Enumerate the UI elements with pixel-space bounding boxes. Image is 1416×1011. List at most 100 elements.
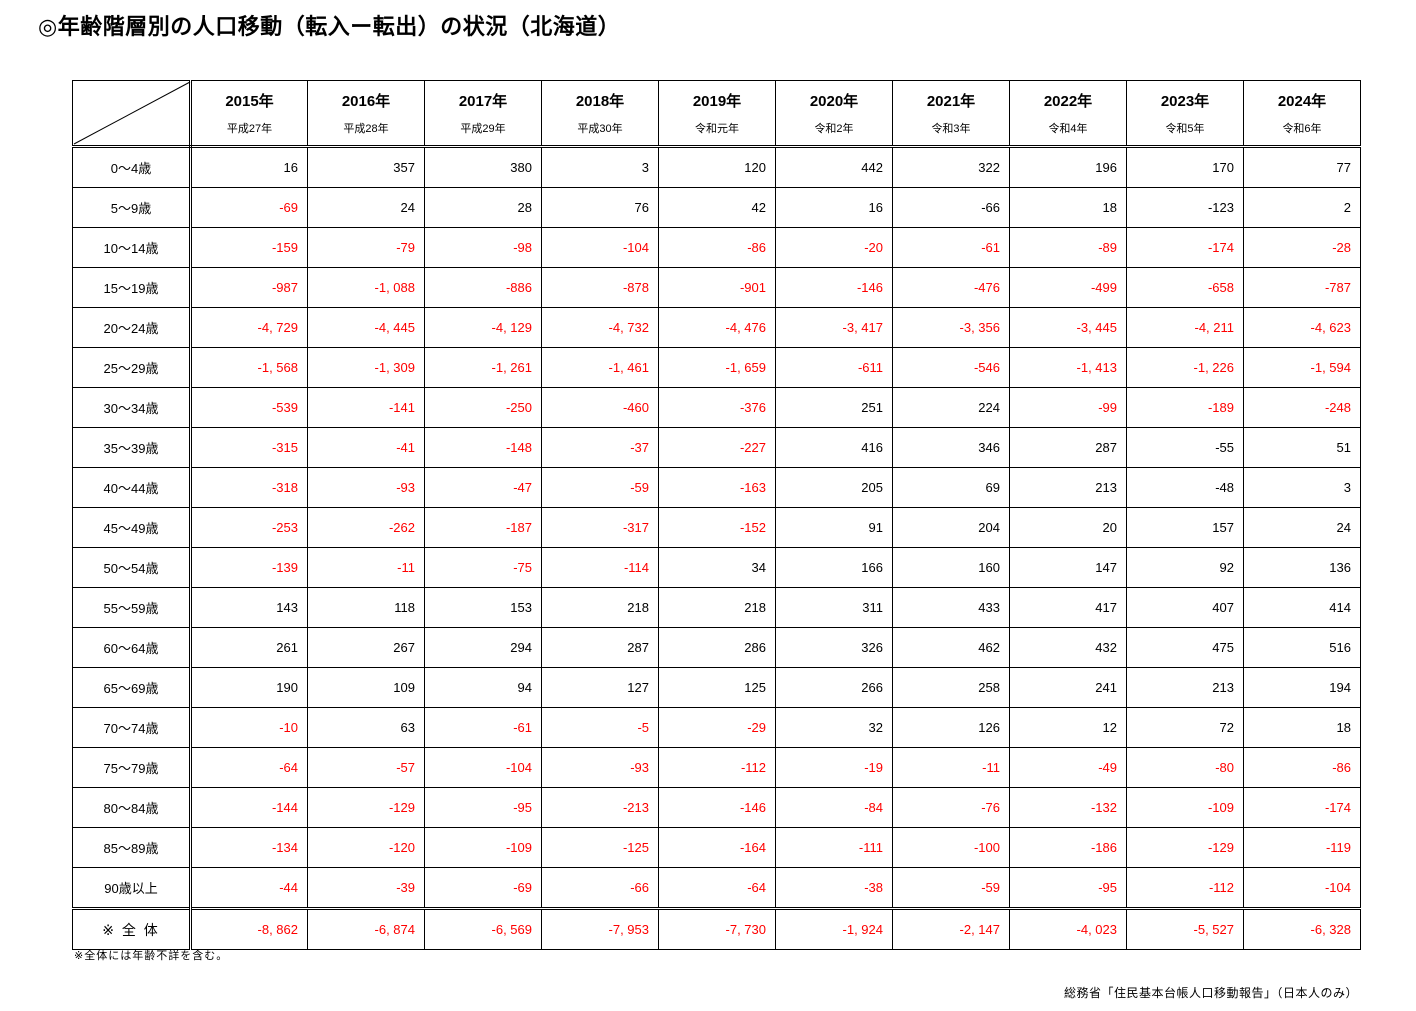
value-cell: -213 [541, 787, 659, 828]
value-cell: -38 [775, 867, 893, 909]
value-cell: 24 [307, 187, 425, 228]
value-cell: -1, 309 [307, 347, 425, 388]
value-cell: -93 [307, 467, 425, 508]
value-cell: -227 [658, 427, 776, 468]
value-cell: -376 [658, 387, 776, 428]
value-cell: 126 [892, 707, 1010, 748]
value-cell: -253 [190, 507, 308, 548]
value-cell: -98 [424, 227, 542, 268]
era-label: 令和3年 [931, 123, 971, 135]
value-cell: 20 [1009, 507, 1127, 548]
value-cell: 462 [892, 627, 1010, 668]
value-cell: 34 [658, 547, 776, 588]
value-cell: 213 [1009, 467, 1127, 508]
value-cell: -76 [892, 787, 1010, 828]
table-row: 90歳以上 -44 -39 -69 -66 -64 -38 -59 -95 -112 -104 [72, 867, 1361, 909]
value-cell: 136 [1243, 547, 1361, 588]
table-row: 70～74歳 -10 63 -61 -5 -29 32 126 12 72 18 [72, 707, 1361, 748]
value-cell: 266 [775, 667, 893, 708]
value-cell: -61 [892, 227, 1010, 268]
value-cell: -7, 953 [541, 907, 659, 950]
value-cell: 94 [424, 667, 542, 708]
value-cell: -186 [1009, 827, 1127, 868]
value-cell: -8, 862 [190, 907, 308, 950]
value-cell: -55 [1126, 427, 1244, 468]
value-cell: 127 [541, 667, 659, 708]
value-cell: -93 [541, 747, 659, 788]
value-cell: -95 [424, 787, 542, 828]
year-header: 2016年 平成28年 [307, 80, 425, 148]
value-cell: 326 [775, 627, 893, 668]
value-cell: 261 [190, 627, 308, 668]
year-header: 2023年 令和5年 [1126, 80, 1244, 148]
table-row: 65～69歳 190 109 94 127 125 266 258 241 213 194 [72, 667, 1361, 708]
value-cell: -11 [307, 547, 425, 588]
value-cell: -6, 874 [307, 907, 425, 950]
value-cell: 125 [658, 667, 776, 708]
value-cell: -28 [1243, 227, 1361, 268]
table-row: 15～19歳 -987 -1, 088 -886 -878 -901 -146 -476 -49… [72, 267, 1361, 308]
table-row: 25～29歳 -1, 568 -1, 309 -1, 261 -1, 461 -1, 65… [72, 347, 1361, 388]
value-cell: 76 [541, 187, 659, 228]
value-cell: -4, 732 [541, 307, 659, 348]
value-cell: -146 [775, 267, 893, 308]
value-cell: -99 [1009, 387, 1127, 428]
table-header-row: 2015年 平成27年 2016年 平成28年 2017年 平成29年 2018年 平成30年… [72, 80, 1361, 148]
value-cell: -878 [541, 267, 659, 308]
value-cell: -3, 417 [775, 307, 893, 348]
era-label: 令和2年 [814, 123, 854, 135]
value-cell: -100 [892, 827, 1010, 868]
value-cell: -3, 445 [1009, 307, 1127, 348]
value-cell: 294 [424, 627, 542, 668]
year-header: 2015年 平成27年 [190, 80, 308, 148]
value-cell: -315 [190, 427, 308, 468]
value-cell: -987 [190, 267, 308, 308]
value-cell: 196 [1009, 146, 1127, 188]
age-group-label: 0～4歳 [72, 146, 192, 188]
value-cell: -174 [1243, 787, 1361, 828]
value-cell: -1, 568 [190, 347, 308, 388]
value-cell: 160 [892, 547, 1010, 588]
table-row: 50～54歳 -139 -11 -75 -114 34 166 160 147 92 136 [72, 547, 1361, 588]
age-group-label: 40～44歳 [72, 467, 192, 508]
year-label: 2023年 [1160, 93, 1210, 110]
value-cell: -86 [1243, 747, 1361, 788]
source-attribution: 総務省「住民基本台帳人口移動報告」（日本人のみ） [1064, 986, 1359, 1000]
value-cell: -10 [190, 707, 308, 748]
value-cell: -19 [775, 747, 893, 788]
table-row: 85～89歳 -134 -120 -109 -125 -164 -111 -100 -186 -1… [72, 827, 1361, 868]
value-cell: -4, 023 [1009, 907, 1127, 950]
value-cell: 166 [775, 547, 893, 588]
value-cell: 77 [1243, 146, 1361, 188]
year-header: 2024年 令和6年 [1243, 80, 1361, 148]
table-row: 80～84歳 -144 -129 -95 -213 -146 -84 -76 -132 -109-… [72, 787, 1361, 828]
value-cell: -499 [1009, 267, 1127, 308]
diagonal-line [73, 81, 191, 145]
value-cell: -37 [541, 427, 659, 468]
value-cell: 190 [190, 667, 308, 708]
population-migration-table: 2015年 平成27年 2016年 平成28年 2017年 平成29年 2018年 平成30年… [72, 80, 1361, 950]
value-cell: 16 [190, 146, 308, 188]
year-label: 2022年 [1043, 93, 1093, 110]
table-row: 45～49歳 -253 -262 -187 -317 -152 91 204 20 157 24 [72, 507, 1361, 548]
value-cell: 346 [892, 427, 1010, 468]
value-cell: 147 [1009, 547, 1127, 588]
value-cell: -1, 461 [541, 347, 659, 388]
value-cell: 153 [424, 587, 542, 628]
age-group-label: 35～39歳 [72, 427, 192, 468]
value-cell: 407 [1126, 587, 1244, 628]
age-group-label: 15～19歳 [72, 267, 192, 308]
value-cell: -66 [541, 867, 659, 909]
value-cell: -1, 413 [1009, 347, 1127, 388]
value-cell: -658 [1126, 267, 1244, 308]
value-cell: 251 [775, 387, 893, 428]
table-footnote: ※全体には年齢不詳を含む。 [74, 950, 229, 962]
value-cell: -318 [190, 467, 308, 508]
value-cell: -262 [307, 507, 425, 548]
value-cell: 218 [658, 587, 776, 628]
value-cell: -114 [541, 547, 659, 588]
age-group-label: 5～9歳 [72, 187, 192, 228]
value-cell: -109 [1126, 787, 1244, 828]
value-cell: -112 [1126, 867, 1244, 909]
value-cell: -1, 659 [658, 347, 776, 388]
